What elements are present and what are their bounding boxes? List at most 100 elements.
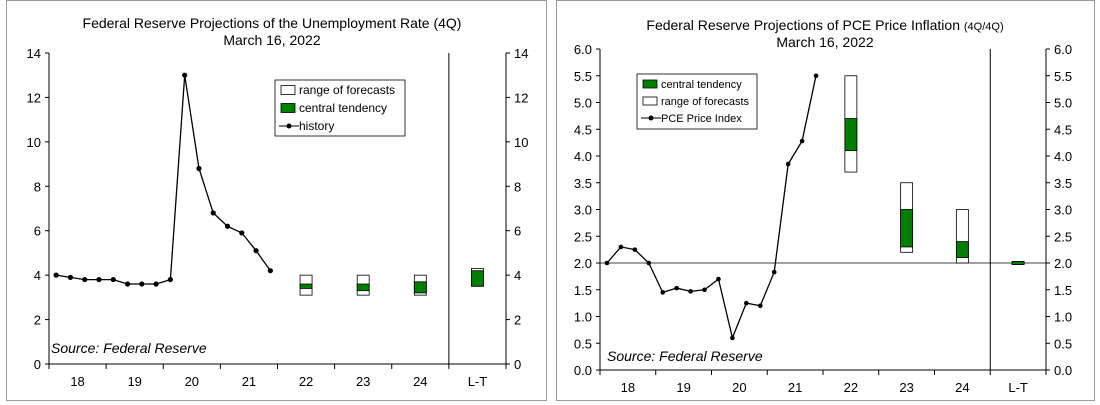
- history-point: [744, 300, 749, 306]
- x-tick-label: 24: [955, 380, 969, 395]
- y-tick-label-right: 1.0: [1054, 310, 1072, 325]
- y-tick-label-left: 0: [34, 357, 41, 372]
- y-tick-label-right: 2: [514, 313, 521, 328]
- legend-box: [274, 79, 406, 137]
- y-tick-label-right: 6.0: [1054, 42, 1072, 57]
- history-point: [660, 290, 666, 295]
- y-tick-label-left: 5.5: [574, 69, 592, 84]
- x-tick-label: 20: [732, 380, 746, 395]
- y-tick-label-right: 2.0: [1054, 256, 1072, 271]
- unemployment-chart: Federal Reserve Projections of the Unemp…: [27, 15, 529, 389]
- history-point: [153, 281, 159, 287]
- y-tick-label-right: 3.5: [1054, 176, 1072, 191]
- history-point: [67, 274, 74, 280]
- x-tick-label: 23: [899, 380, 913, 395]
- central-tendency-box: [1011, 261, 1025, 265]
- history-point: [196, 165, 202, 172]
- chart-title: Federal Reserve Projections of the Unemp…: [83, 15, 462, 31]
- central-tendency-box: [955, 241, 969, 259]
- y-tick-label-left: 2: [34, 313, 41, 328]
- chart-title: Federal Reserve Projections of PCE Price…: [646, 17, 1003, 33]
- chart-subtitle: March 16, 2022: [223, 32, 320, 48]
- history-point: [757, 303, 763, 309]
- legend-swatch-marker: [286, 123, 292, 129]
- history-point: [167, 276, 173, 283]
- central-tendency-box: [900, 209, 914, 248]
- history-point: [96, 276, 102, 283]
- history-point: [139, 281, 145, 287]
- history-point: [182, 72, 188, 78]
- y-tick-label-right: 0: [514, 357, 521, 372]
- y-tick-label-right: 3.0: [1054, 203, 1072, 218]
- x-tick-label: L-T: [1008, 380, 1028, 395]
- history-point: [53, 272, 59, 278]
- central-tendency-box: [413, 281, 427, 294]
- legend-swatch-marker: [648, 115, 654, 121]
- legend-label: history: [299, 119, 334, 133]
- history-point: [239, 230, 245, 236]
- x-tick-label: 19: [127, 374, 141, 389]
- chart-title-suffix: (4Q/4Q): [964, 21, 1004, 33]
- y-tick-label-left: 10: [27, 135, 41, 150]
- y-tick-label-right: 12: [514, 90, 528, 105]
- x-tick-label: 23: [356, 374, 370, 389]
- y-tick-label-left: 12: [27, 90, 41, 105]
- history-point: [646, 260, 652, 266]
- y-tick-label-right: 2.5: [1054, 229, 1072, 244]
- chart-title-main: Federal Reserve Projections of PCE Price…: [646, 17, 960, 33]
- history-point: [799, 138, 805, 144]
- history-point: [813, 73, 819, 79]
- legend-swatch-central-tendency: [642, 79, 658, 89]
- source-note: Source: Federal Reserve: [607, 348, 763, 364]
- y-tick-label-left: 2.5: [574, 229, 592, 244]
- x-tick-label: 22: [844, 380, 858, 395]
- y-tick-label-left: 5.0: [574, 96, 592, 111]
- history-point: [124, 281, 131, 287]
- history-point: [730, 335, 735, 341]
- y-tick-label-right: 6: [514, 224, 521, 239]
- legend-label: central tendency: [299, 101, 387, 115]
- central-tendency-box: [356, 283, 370, 292]
- x-tick-label: 21: [242, 374, 256, 389]
- legend-swatch-range: [642, 96, 658, 106]
- y-tick-label-left: 4: [34, 268, 41, 283]
- history-point: [688, 289, 693, 294]
- pce-chart-panel: Federal Reserve Projections of PCE Price…: [556, 0, 1095, 401]
- legend-swatch-range: [280, 85, 296, 95]
- y-tick-label-left: 8: [34, 179, 41, 194]
- history-line: [55, 75, 271, 285]
- y-tick-label-right: 4: [514, 268, 521, 283]
- y-tick-label-right: 4.5: [1054, 122, 1072, 137]
- history-point: [110, 276, 116, 283]
- history-point: [253, 248, 259, 254]
- x-tick-label: 22: [299, 374, 313, 389]
- y-tick-label-right: 8: [514, 179, 521, 194]
- x-tick-label: 24: [413, 374, 427, 389]
- y-tick-label-right: 0.5: [1054, 336, 1072, 351]
- x-tick-label: 18: [70, 374, 84, 389]
- y-tick-label-right: 4.0: [1054, 149, 1072, 164]
- y-tick-label-left: 3.0: [574, 203, 592, 218]
- history-line: [606, 75, 817, 341]
- history-point: [632, 247, 638, 252]
- y-tick-label-right: 1.5: [1054, 283, 1072, 298]
- y-tick-label-right: 14: [514, 46, 528, 61]
- history-point: [785, 161, 791, 167]
- history-point: [267, 268, 273, 274]
- history-point: [604, 260, 610, 266]
- history-point: [674, 285, 679, 291]
- x-tick-label: 21: [788, 380, 802, 395]
- x-tick-label: 20: [185, 374, 199, 389]
- history-point: [716, 276, 721, 282]
- history-point: [82, 276, 88, 283]
- y-tick-label-right: 10: [514, 135, 528, 150]
- history-point: [771, 269, 777, 275]
- history-point: [224, 223, 231, 229]
- y-tick-label-left: 6: [34, 224, 41, 239]
- x-tick-label: L-T: [468, 374, 488, 389]
- x-tick-label: 19: [676, 380, 690, 395]
- y-tick-label-left: 14: [27, 46, 41, 61]
- pce-chart: Federal Reserve Projections of PCE Price…: [574, 17, 1072, 395]
- central-tendency-box: [844, 118, 858, 152]
- y-tick-label-right: 0.0: [1054, 363, 1072, 378]
